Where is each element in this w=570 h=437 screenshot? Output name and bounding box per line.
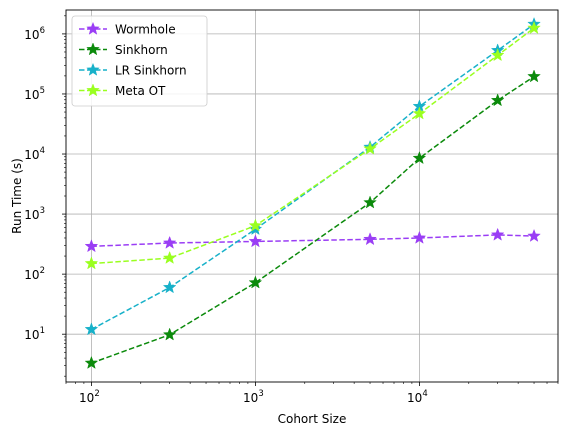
x-tick-exponent: 2	[94, 389, 99, 399]
data-point-wormhole	[248, 234, 263, 248]
data-point-wormhole	[363, 232, 377, 246]
y-tick-base: 10	[24, 328, 39, 342]
data-point-sinkhorn	[162, 327, 177, 341]
data-point-lr-sinkhorn	[162, 280, 177, 294]
series-sinkhorn	[84, 69, 541, 369]
data-point-wormhole	[490, 227, 505, 241]
y-tick-label: 102	[24, 266, 45, 282]
data-point-wormhole	[412, 230, 427, 244]
series-layer	[84, 16, 541, 369]
y-tick-label: 101	[24, 326, 45, 342]
y-tick-exponent: 3	[40, 206, 45, 216]
data-point-meta-ot	[527, 20, 541, 34]
y-tick-exponent: 6	[40, 26, 45, 36]
legend-box	[71, 15, 208, 107]
data-point-sinkhorn	[248, 275, 263, 289]
legend-label: LR Sinkhorn	[115, 64, 187, 78]
data-point-sinkhorn	[84, 355, 99, 369]
legend-item-lr-sinkhorn: LR Sinkhorn	[79, 62, 187, 78]
data-point-sinkhorn	[490, 93, 505, 107]
data-point-wormhole	[162, 235, 177, 249]
data-point-meta-ot	[412, 106, 427, 120]
data-point-lr-sinkhorn	[84, 322, 99, 336]
y-tick-label: 104	[24, 146, 45, 162]
y-tick-exponent: 5	[40, 86, 45, 96]
x-tick-exponent: 3	[258, 389, 263, 399]
data-point-meta-ot	[248, 218, 263, 232]
data-point-wormhole	[84, 239, 99, 253]
legend-marker	[86, 21, 100, 35]
y-tick-label: 106	[24, 26, 45, 42]
x-tick-label: 102	[79, 389, 100, 405]
y-tick-exponent: 1	[40, 326, 45, 336]
data-point-meta-ot	[490, 48, 505, 62]
x-tick-base: 10	[407, 391, 422, 405]
legend-label: Meta OT	[115, 84, 166, 98]
y-tick-base: 10	[24, 208, 39, 222]
data-point-sinkhorn	[412, 151, 427, 165]
legend-label: Wormhole	[115, 23, 176, 37]
y-tick-label: 103	[24, 206, 45, 222]
x-axis-label: Cohort Size	[278, 412, 347, 426]
legend-item-sinkhorn: Sinkhorn	[79, 42, 168, 57]
legend-item-wormhole: Wormhole	[79, 21, 176, 37]
data-point-wormhole	[527, 228, 541, 242]
y-tick-label: 105	[24, 86, 45, 102]
series-meta-ot	[84, 20, 541, 270]
series-wormhole	[84, 227, 541, 253]
legend-item-meta-ot: Meta OT	[79, 83, 166, 98]
y-tick-base: 10	[24, 148, 39, 162]
y-axis-label: Run Time (s)	[10, 158, 24, 234]
x-axis-ticks: 102 103 104	[65, 382, 559, 405]
x-tick-exponent: 4	[422, 389, 427, 399]
x-tick-base: 10	[79, 391, 94, 405]
y-tick-base: 10	[24, 88, 39, 102]
x-tick-base: 10	[243, 391, 258, 405]
data-point-sinkhorn	[527, 69, 541, 83]
legend-marker	[86, 83, 100, 97]
x-tick-label: 104	[407, 389, 428, 405]
y-tick-exponent: 2	[40, 266, 45, 276]
y-tick-base: 10	[24, 268, 39, 282]
y-tick-base: 10	[24, 28, 39, 42]
legend-label: Sinkhorn	[115, 43, 168, 57]
legend-marker	[86, 42, 100, 56]
data-point-meta-ot	[363, 141, 377, 155]
data-point-meta-ot	[162, 250, 177, 264]
legend: Wormhole Sinkhorn LR Sinkhorn Meta OT	[71, 15, 208, 107]
data-point-sinkhorn	[363, 195, 377, 209]
x-tick-label: 103	[243, 389, 264, 405]
y-tick-exponent: 4	[40, 146, 45, 156]
legend-marker	[86, 62, 100, 76]
data-point-meta-ot	[84, 256, 99, 270]
